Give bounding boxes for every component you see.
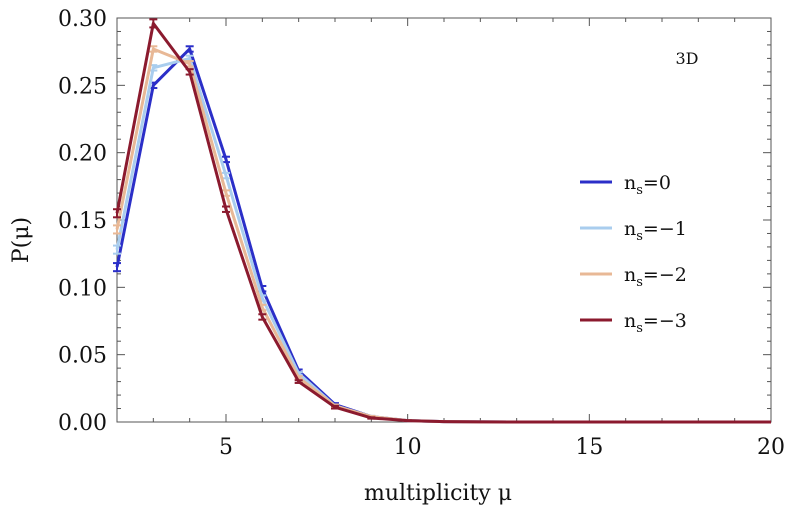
- x-tick-label: 5: [219, 435, 233, 460]
- y-tick-label: 0.20: [58, 142, 107, 167]
- legend-label: ns=−1: [624, 218, 687, 244]
- series-3: [113, 18, 771, 424]
- legend: ns=0 ns=−1 ns=−2 ns=−3: [580, 172, 687, 336]
- y-tick-label: 0.10: [58, 276, 107, 301]
- y-axis-label: P(μ): [9, 217, 34, 263]
- y-tick-label: 0.05: [58, 344, 107, 369]
- series-line: [115, 56, 771, 424]
- x-tick-label: 20: [757, 435, 785, 460]
- legend-label: ns=−2: [624, 264, 687, 290]
- x-tick-label: 10: [394, 435, 422, 460]
- legend-item: ns=−3: [580, 310, 687, 336]
- legend-label: ns=−3: [624, 310, 687, 336]
- y-tick-label: 0.00: [58, 411, 107, 436]
- legend-item: ns=0: [580, 172, 671, 198]
- axis-ticks: 5 10 15 20 0.00 0.05 0.10 0.15 0.20 0.25 0.30: [58, 7, 785, 460]
- legend-label: ns=0: [624, 172, 671, 198]
- x-axis-label: multiplicity μ: [364, 481, 512, 506]
- legend-item: ns=−2: [580, 264, 687, 290]
- x-tick-label: 15: [575, 435, 603, 460]
- series-layer: [113, 18, 771, 424]
- y-tick-label: 0.30: [58, 7, 107, 32]
- y-tick-label: 0.15: [58, 209, 107, 234]
- legend-item: ns=−1: [580, 218, 687, 244]
- y-tick-label: 0.25: [58, 74, 107, 99]
- annotation-3d: 3D: [675, 49, 698, 68]
